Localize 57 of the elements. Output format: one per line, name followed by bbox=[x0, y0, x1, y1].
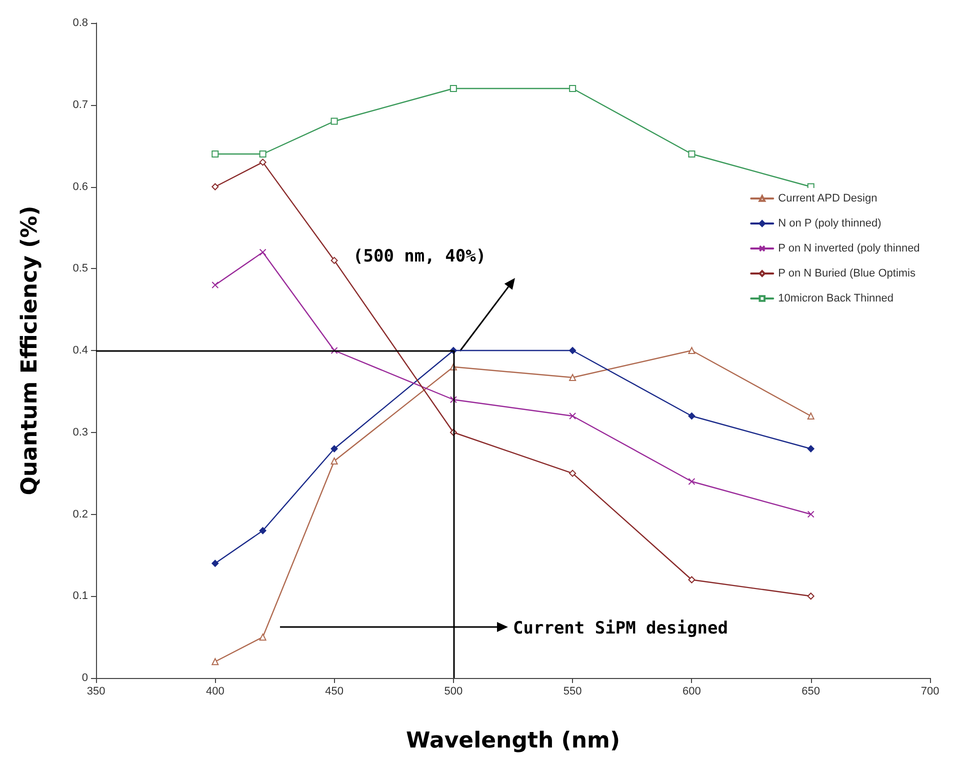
annotation: (500 nm, 40%) bbox=[353, 246, 486, 266]
y-tick-label: 0.5 bbox=[72, 262, 88, 275]
legend-label: P on N Buried (Blue Optimis bbox=[778, 268, 916, 280]
point bbox=[259, 150, 266, 158]
x-tick-label: 650 bbox=[802, 686, 820, 698]
point bbox=[330, 458, 338, 465]
point bbox=[807, 412, 814, 420]
point bbox=[807, 592, 814, 600]
point bbox=[212, 560, 219, 567]
x-tick-label: 600 bbox=[682, 686, 701, 698]
point bbox=[569, 347, 576, 354]
y-tick-label: 0 bbox=[82, 672, 88, 684]
point bbox=[330, 256, 338, 264]
point bbox=[807, 445, 814, 452]
point bbox=[688, 412, 696, 420]
x-tick-label: 500 bbox=[444, 686, 463, 698]
point bbox=[688, 150, 696, 158]
point bbox=[259, 248, 266, 256]
y-tick-label: 0.8 bbox=[72, 17, 88, 29]
point bbox=[569, 412, 576, 420]
point bbox=[569, 470, 576, 477]
legend-label: 10micron Back Thinned bbox=[778, 292, 894, 304]
y-tick-label: 0.4 bbox=[72, 344, 88, 356]
point bbox=[330, 118, 338, 125]
point bbox=[212, 658, 219, 666]
point bbox=[688, 478, 696, 485]
point bbox=[688, 347, 696, 354]
legend-label: N on P (poly thinned) bbox=[778, 218, 882, 230]
point bbox=[688, 576, 696, 584]
point bbox=[212, 150, 219, 158]
point bbox=[569, 85, 576, 92]
point bbox=[212, 282, 219, 288]
annotation: Current SiPM designed bbox=[513, 618, 728, 638]
x-tick-label: 550 bbox=[563, 686, 582, 698]
y-tick-label: 0.7 bbox=[72, 98, 88, 111]
y-axis-title: Quantum Efficiency (%) bbox=[18, 206, 42, 496]
point bbox=[450, 85, 457, 92]
x-tick-label: 450 bbox=[325, 686, 344, 698]
x-tick-label: 350 bbox=[86, 686, 106, 698]
point bbox=[330, 347, 338, 354]
legend-label: Current APD Design bbox=[778, 192, 878, 204]
point bbox=[569, 374, 576, 382]
point bbox=[259, 634, 266, 641]
point bbox=[212, 183, 219, 190]
y-tick-label: 0.1 bbox=[72, 590, 88, 602]
legend-label: P on N inverted (poly thinned bbox=[778, 242, 920, 254]
point bbox=[450, 396, 457, 404]
point bbox=[330, 445, 338, 452]
x-tick-label: 400 bbox=[206, 686, 224, 698]
y-tick-label: 0.2 bbox=[72, 508, 88, 520]
point bbox=[259, 527, 266, 534]
y-tick-label: 0.3 bbox=[72, 426, 88, 438]
point bbox=[807, 510, 814, 518]
x-tick-label: 700 bbox=[920, 686, 940, 698]
y-tick-label: 0.6 bbox=[72, 180, 88, 193]
x-axis-title: Wavelength (nm) bbox=[406, 728, 620, 754]
point bbox=[259, 158, 266, 166]
